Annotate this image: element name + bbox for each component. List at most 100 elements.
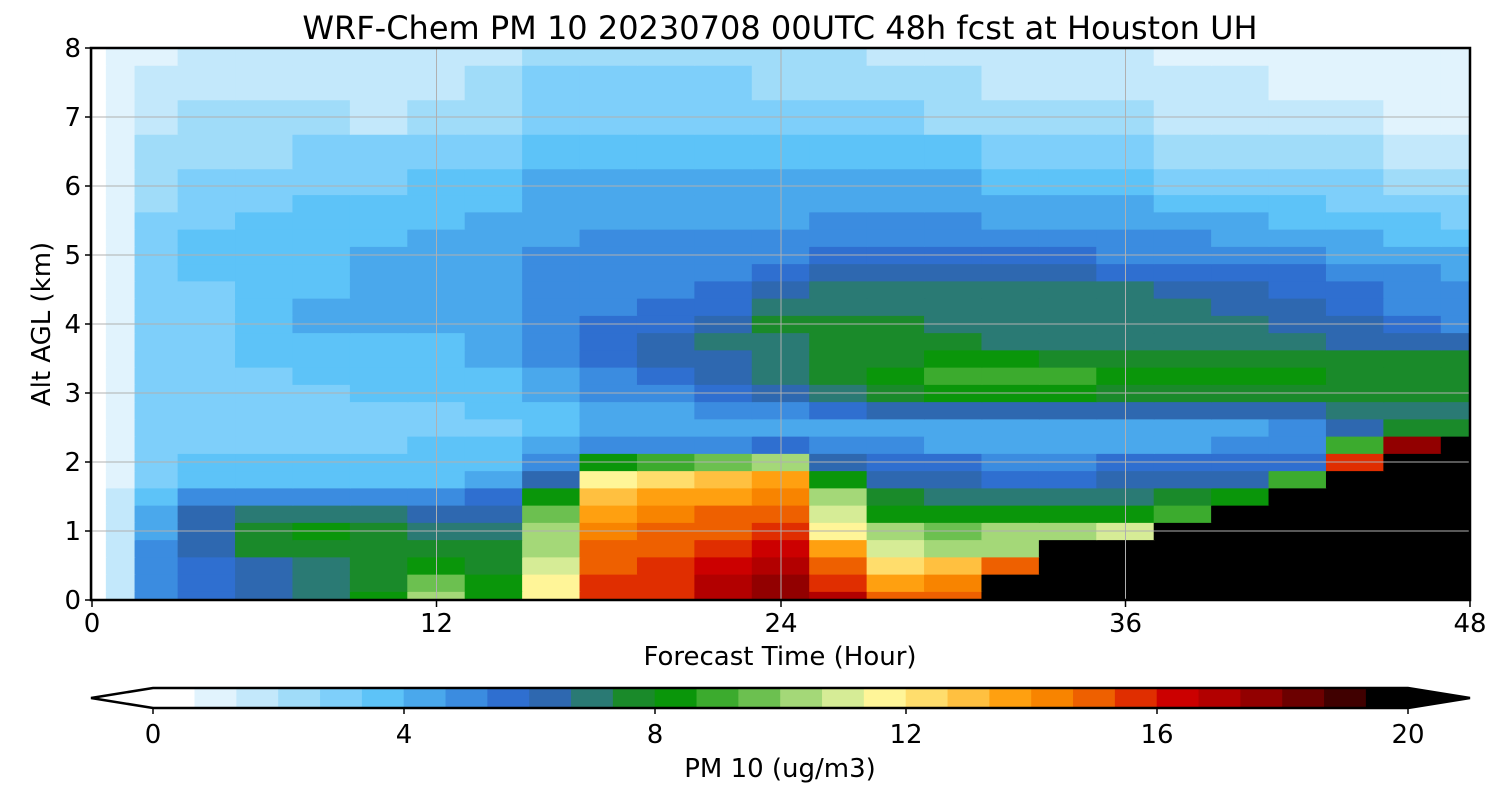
heatmap-cell xyxy=(1325,487,1385,506)
heatmap-cell xyxy=(866,556,926,575)
heatmap-cell xyxy=(924,435,983,454)
heatmap-cell xyxy=(1383,133,1442,170)
heatmap-cell xyxy=(1038,590,1098,600)
heatmap-cell xyxy=(866,297,926,316)
heatmap-cell xyxy=(1383,470,1442,489)
heatmap-cell xyxy=(105,590,136,600)
heatmap-cell xyxy=(636,64,696,101)
heatmap-cell xyxy=(92,470,107,489)
heatmap-cell xyxy=(1440,556,1470,575)
heatmap-cell xyxy=(694,263,753,282)
heatmap-cell xyxy=(1211,573,1270,592)
heatmap-cell xyxy=(292,349,351,368)
heatmap-cell xyxy=(92,487,107,506)
heatmap-cell xyxy=(981,133,1040,170)
heatmap-cell xyxy=(579,133,638,170)
heatmap-cell xyxy=(579,418,638,437)
heatmap-cell xyxy=(981,332,1040,351)
colorbar-swatch xyxy=(989,688,1032,708)
heatmap-cell xyxy=(1038,194,1098,213)
heatmap-cell xyxy=(1440,64,1470,101)
heatmap-cell xyxy=(1325,435,1385,454)
heatmap-cell xyxy=(134,133,179,170)
heatmap-cell xyxy=(809,401,868,420)
heatmap-cell xyxy=(809,349,868,368)
heatmap-cell xyxy=(1440,487,1470,506)
heatmap-cell xyxy=(464,64,524,101)
heatmap-cell xyxy=(1383,48,1442,66)
heatmap-cell xyxy=(694,418,753,437)
heatmap-cell xyxy=(522,64,581,101)
heatmap-cell xyxy=(134,263,179,282)
heatmap-cell xyxy=(134,280,179,299)
heatmap-cell xyxy=(464,297,524,316)
heatmap-cell xyxy=(177,487,237,506)
heatmap-cell xyxy=(1440,211,1470,230)
heatmap-cell xyxy=(1383,263,1442,282)
heatmap-cell xyxy=(809,280,868,299)
heatmap-cell xyxy=(349,470,409,489)
heatmap-cell xyxy=(636,228,696,247)
heatmap-cell xyxy=(924,504,983,523)
heatmap-cell xyxy=(1383,64,1442,101)
colorbar-swatch xyxy=(947,688,990,708)
y-tick-label: 1 xyxy=(64,517,81,547)
heatmap-cell xyxy=(924,401,983,420)
heatmap-cell xyxy=(522,194,581,213)
heatmap-cell xyxy=(235,573,294,592)
heatmap-cell xyxy=(1440,590,1470,600)
heatmap-cell xyxy=(522,263,581,282)
heatmap-cell xyxy=(92,418,107,437)
chart-title: WRF-Chem PM 10 20230708 00UTC 48h fcst a… xyxy=(302,9,1257,47)
heatmap-cell xyxy=(981,366,1040,385)
heatmap-cell xyxy=(235,504,294,523)
heatmap-cell xyxy=(1383,366,1442,385)
heatmap-cell xyxy=(1268,297,1327,316)
heatmap-cell xyxy=(134,556,179,575)
heatmap-cell xyxy=(1325,504,1385,523)
heatmap-cell xyxy=(1383,487,1442,506)
heatmap-cell xyxy=(809,539,868,558)
heatmap-cell xyxy=(866,401,926,420)
heatmap-cell xyxy=(134,590,179,600)
heatmap-cell xyxy=(134,48,179,66)
heatmap-cell xyxy=(981,48,1040,66)
heatmap-cell xyxy=(92,133,107,170)
heatmap-cell xyxy=(292,280,351,299)
heatmap-cell xyxy=(1153,590,1213,600)
heatmap-cell xyxy=(1038,332,1098,351)
heatmap-cell xyxy=(636,332,696,351)
heatmap-cell xyxy=(1153,168,1213,196)
heatmap-cell xyxy=(636,349,696,368)
heatmap-cell xyxy=(134,228,179,247)
heatmap-cell xyxy=(522,211,581,230)
heatmap-cell xyxy=(522,228,581,247)
heatmap-cell xyxy=(464,332,524,351)
heatmap-cell xyxy=(105,504,136,523)
colorbar-swatch xyxy=(1156,688,1200,708)
heatmap-cell xyxy=(292,418,351,437)
heatmap-cell xyxy=(522,332,581,351)
heatmap-cell xyxy=(981,401,1040,420)
heatmap-cell xyxy=(235,539,294,558)
heatmap-cell xyxy=(1325,556,1385,575)
heatmap-cell xyxy=(349,194,409,213)
heatmap-cell xyxy=(292,64,351,101)
colorbar-tick-label: 4 xyxy=(396,720,413,750)
heatmap-cell xyxy=(349,573,409,592)
heatmap-cell xyxy=(177,168,237,196)
heatmap-cell xyxy=(636,573,696,592)
heatmap-cell xyxy=(92,211,107,230)
colorbar-swatch xyxy=(487,688,530,708)
heatmap-cell xyxy=(349,64,409,101)
heatmap-cell xyxy=(92,349,107,368)
heatmap-cell xyxy=(636,48,696,66)
heatmap-cell xyxy=(177,504,237,523)
heatmap-cell xyxy=(1268,64,1327,101)
heatmap-cell xyxy=(924,539,983,558)
heatmap-cell xyxy=(866,470,926,489)
colorbar-tick-label: 16 xyxy=(1140,720,1173,750)
colorbar-swatch xyxy=(1198,688,1241,708)
heatmap-cell xyxy=(177,573,237,592)
heatmap-cell xyxy=(522,539,581,558)
